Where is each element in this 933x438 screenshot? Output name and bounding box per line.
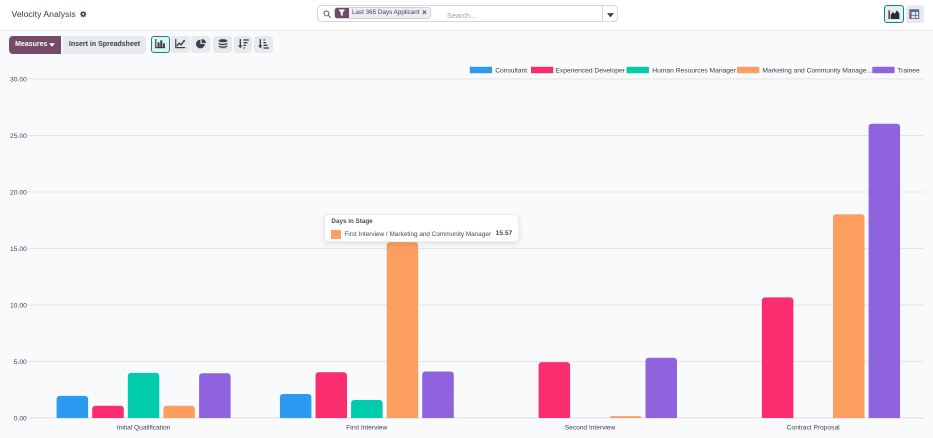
svg-text:10.00: 10.00 bbox=[10, 302, 27, 309]
svg-text:15.00: 15.00 bbox=[10, 246, 27, 253]
svg-text:5.00: 5.00 bbox=[14, 359, 27, 366]
svg-text:20.00: 20.00 bbox=[10, 189, 27, 196]
svg-text:Trainee: Trainee bbox=[897, 68, 920, 75]
svg-text:30.00: 30.00 bbox=[10, 76, 27, 83]
svg-text:Consultant: Consultant bbox=[495, 68, 527, 75]
svg-text:25.00: 25.00 bbox=[10, 133, 27, 140]
svg-text:Initial Qualification: Initial Qualification bbox=[117, 424, 171, 431]
svg-text:First Interview: First Interview bbox=[346, 424, 387, 431]
svg-text:0.00: 0.00 bbox=[14, 415, 27, 422]
svg-text:Contract Proposal: Contract Proposal bbox=[787, 424, 840, 431]
svg-text:Experienced Developer: Experienced Developer bbox=[555, 68, 625, 75]
svg-text:Second Interview: Second Interview bbox=[565, 424, 616, 431]
svg-text:Marketing and Community Manage: Marketing and Community Manage... bbox=[762, 68, 872, 75]
svg-text:Human Resources Manager: Human Resources Manager bbox=[652, 68, 736, 75]
